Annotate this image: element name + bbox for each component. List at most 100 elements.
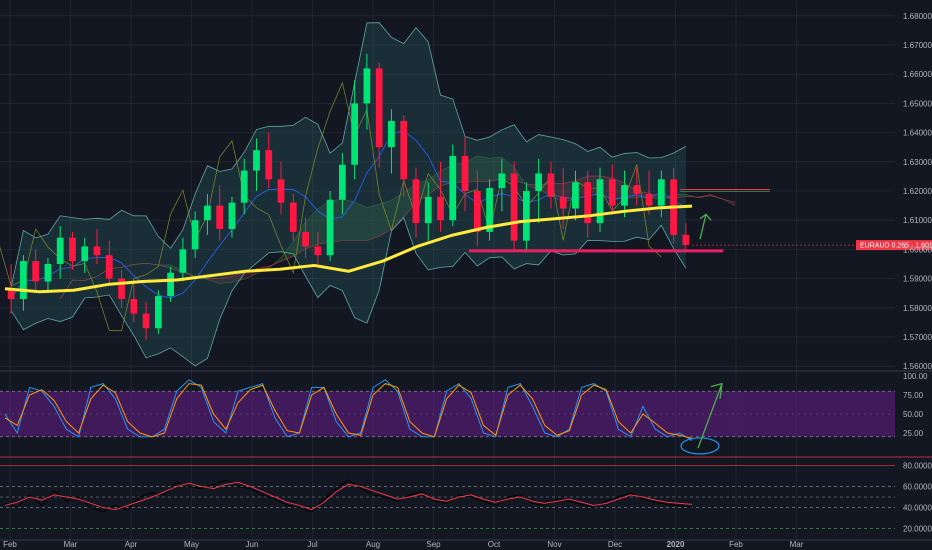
time-tick-label: 2020 [667, 540, 685, 549]
time-tick-label: Jul [307, 540, 317, 549]
price-tick-label: 1.61000 [903, 216, 932, 225]
price-tick-label: 1.56000 [903, 362, 932, 371]
moving-average-200 [4, 204, 693, 294]
stoch-tick-label: 75.00 [903, 391, 924, 400]
price-tag-label: EURAUD 0.265 · 1.60147 [860, 243, 932, 250]
stoch-rsi-axis[interactable]: 100.00 75.00 50.00 25.00 [903, 372, 928, 438]
stoch-k-line [4, 379, 693, 442]
stoch-d-line [4, 383, 693, 439]
candle-body [81, 246, 89, 262]
lower-tick-label: 60.000000 [903, 482, 932, 491]
price-tick-label: 1.64000 [903, 129, 932, 138]
time-tick-label: Feb [729, 540, 743, 549]
price-tick-label: 1.68000 [903, 12, 932, 21]
candle-body [314, 246, 322, 256]
time-tick-label: Mar [790, 540, 804, 549]
oversold-circle-annotation[interactable] [680, 437, 720, 455]
candle-body [228, 202, 236, 229]
lower-oscillator [0, 465, 895, 529]
current-price-tag: EURAUD 0.265 · 1.60147 [856, 240, 932, 251]
candle-body [584, 182, 592, 224]
price-tick-label: 1.66000 [903, 70, 932, 79]
candle-body [105, 255, 113, 279]
price-tick-label: 1.60000 [903, 245, 932, 254]
candle-body [277, 179, 285, 203]
candle-body [388, 120, 395, 148]
lower-tick-label: 20.000000 [903, 525, 932, 534]
kumo-segment [354, 202, 367, 241]
price-tick-label: 1.65000 [903, 99, 932, 108]
stoch-tick-label: 100.00 [903, 372, 928, 381]
candle-body [326, 199, 334, 256]
time-axis[interactable]: Feb Mar Apr May Jun Jul Aug Sep Oct Nov Dec 2020 Feb… [3, 540, 804, 549]
lower-axis[interactable]: 80.000000 60.000000 40.000000 20.000000 [903, 461, 932, 533]
stoch-tick-label: 50.00 [903, 410, 924, 419]
candle-body [682, 234, 690, 246]
time-tick-label: Mar [64, 540, 78, 549]
candle-body [498, 173, 506, 189]
candle-body [69, 237, 76, 262]
lower-tick-label: 40.000000 [903, 504, 932, 513]
candle-body [473, 191, 481, 232]
stoch-arrow-up-annotation[interactable] [697, 382, 723, 449]
bollinger-lower [10, 216, 687, 367]
candle-body [130, 299, 138, 314]
candle-body [289, 202, 297, 232]
span-b [59, 175, 736, 300]
price-tick-label: 1.57000 [903, 333, 932, 342]
candle-body [412, 179, 420, 224]
candle-body [633, 185, 641, 194]
candle-body [302, 231, 309, 247]
time-tick-label: Jun [246, 540, 259, 549]
candle-body [142, 313, 150, 329]
time-tick-label: Dec [608, 540, 622, 549]
candle-body [486, 188, 493, 232]
kumo-segment [428, 170, 441, 195]
candle-body [32, 261, 40, 282]
candle-body [621, 185, 628, 206]
candle-body [20, 261, 27, 300]
candle-body [645, 193, 653, 206]
stoch-rsi-lines [0, 379, 895, 442]
candle-body [559, 196, 567, 209]
arrow-up-annotation[interactable] [699, 213, 712, 240]
time-tick-label: Apr [125, 540, 138, 549]
kumo-segment [207, 278, 220, 284]
price-tick-label: 1.62000 [903, 187, 932, 196]
candle-body [510, 173, 518, 241]
time-tick-label: Oct [488, 540, 501, 549]
kumo-segment [477, 155, 490, 182]
stoch-tick-label: 25.00 [903, 429, 924, 438]
candle-body [424, 196, 432, 224]
time-tick-label: Sep [426, 540, 441, 549]
candle-body [93, 246, 101, 256]
candle-body [216, 205, 224, 229]
candle-body [608, 179, 616, 206]
lower-series-black [4, 479, 693, 513]
candle-body [547, 173, 555, 197]
price-candles [7, 53, 690, 340]
candle-body [437, 196, 444, 221]
time-tick-label: Aug [366, 540, 380, 549]
candle-body [461, 155, 469, 191]
price-tick-label: 1.63000 [903, 158, 932, 167]
candle-body [351, 103, 359, 165]
candle-body [363, 68, 371, 104]
candle-body [338, 164, 346, 200]
time-tick-label: Nov [547, 540, 561, 549]
candle-body [44, 263, 52, 282]
kumo-segment [366, 204, 380, 241]
price-axis[interactable]: 1.68000 1.67000 1.66000 1.65000 1.64000 1.630… [903, 12, 932, 371]
kumo-segment [219, 276, 232, 284]
candle-body [449, 155, 457, 221]
kumo-segment [379, 200, 392, 237]
bollinger-upper [10, 22, 687, 288]
candle-body [167, 272, 174, 297]
candle-body [253, 150, 260, 171]
candle-body [657, 179, 665, 206]
kumo-segment [342, 199, 355, 241]
candle-body [191, 220, 199, 250]
